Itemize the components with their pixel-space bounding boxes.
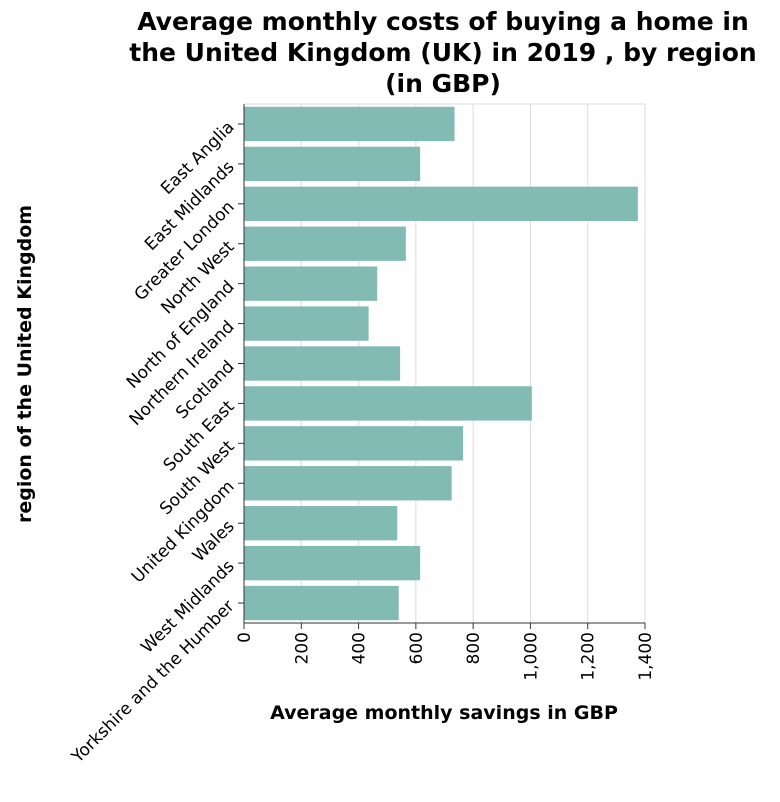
bar bbox=[244, 226, 406, 261]
bar bbox=[244, 585, 399, 621]
chart-title-line-1: Average monthly costs of buying a home i… bbox=[137, 7, 749, 36]
x-tick-label: 400 bbox=[350, 632, 370, 664]
bar bbox=[244, 346, 401, 381]
x-tick-label: 200 bbox=[292, 632, 312, 664]
y-tick-label: Yorkshire and the Humber bbox=[67, 596, 238, 767]
bar bbox=[244, 426, 464, 461]
bar bbox=[244, 266, 378, 301]
x-tick-label: 0 bbox=[235, 632, 255, 643]
x-tick-label: 1,200 bbox=[579, 632, 599, 681]
bar bbox=[244, 545, 421, 581]
bar bbox=[244, 106, 455, 142]
x-tick-label: 1,400 bbox=[636, 632, 656, 681]
x-tick-label: 800 bbox=[464, 632, 484, 664]
bar bbox=[244, 386, 532, 421]
y-axis-title: region of the United Kingdom bbox=[14, 205, 36, 523]
bar bbox=[244, 466, 452, 501]
bar bbox=[244, 146, 421, 182]
bar bbox=[244, 186, 638, 221]
x-axis-title: Average monthly savings in GBP bbox=[270, 702, 618, 724]
chart-title: Average monthly costs of buying a home i… bbox=[129, 7, 756, 98]
bar bbox=[244, 306, 369, 341]
bar bbox=[244, 506, 398, 541]
chart-title-line-3: (in GBP) bbox=[385, 69, 501, 98]
x-tick-label: 600 bbox=[407, 632, 427, 664]
chart-title-line-2: the United Kingdom (UK) in 2019 , by reg… bbox=[129, 38, 756, 67]
x-tick-label: 1,000 bbox=[521, 632, 541, 681]
